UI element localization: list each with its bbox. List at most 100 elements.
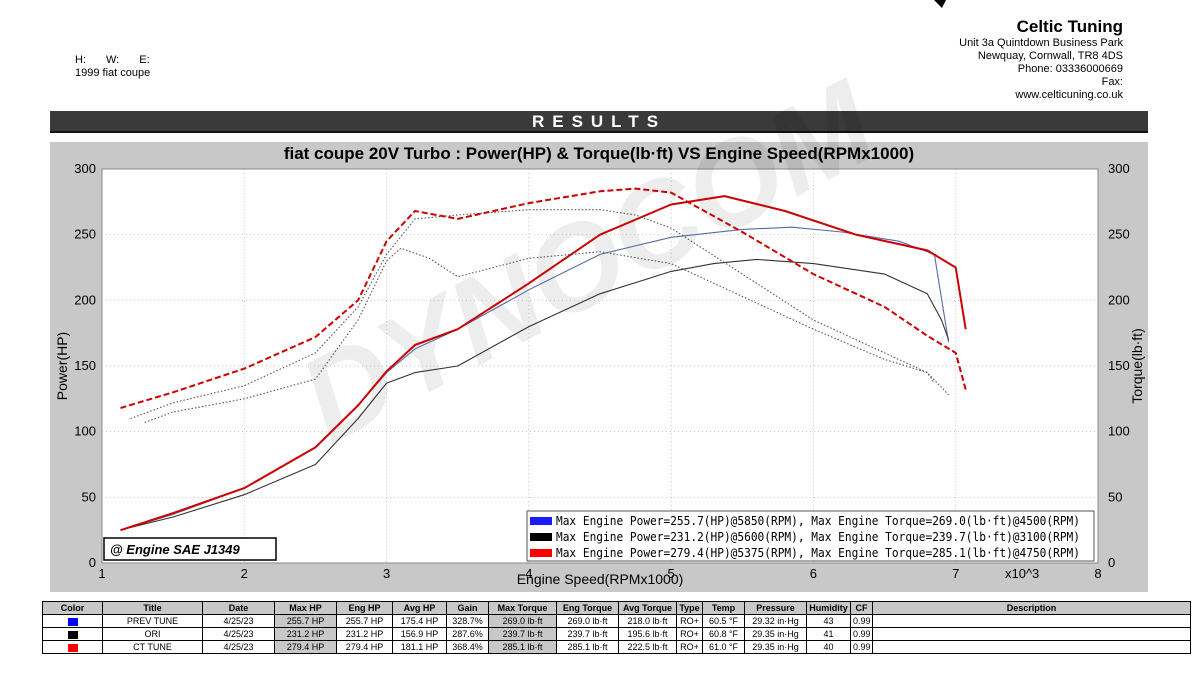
table-cell: 4/25/23: [202, 614, 275, 628]
phone-line: Phone: 03336000669: [1017, 63, 1123, 75]
column-header: Max HP: [274, 601, 337, 615]
color-swatch: [67, 630, 78, 639]
x-tick-label: 5: [668, 566, 675, 581]
y-tick-label-right: 0: [1108, 555, 1115, 570]
color-cell: [42, 627, 103, 641]
table-cell: [872, 640, 1191, 654]
fax-line: Fax:: [1101, 76, 1123, 88]
color-cell: [42, 640, 103, 654]
standard-label: @ Engine SAE J1349: [110, 542, 240, 557]
legend-swatch: [530, 533, 552, 541]
x-axis-title: Engine Speed(RPMx1000): [517, 571, 684, 587]
color-swatch: [67, 617, 78, 626]
y-tick-label-left: 300: [74, 161, 96, 176]
table-cell: 231.2 HP: [336, 627, 393, 641]
column-header: CF: [850, 601, 873, 615]
column-header: Date: [202, 601, 275, 615]
table-cell: 41: [806, 627, 851, 641]
table-cell: RO+: [676, 614, 703, 628]
column-header: Eng HP: [336, 601, 393, 615]
table-cell: 195.6 lb·ft: [618, 627, 677, 641]
legend-swatch: [530, 549, 552, 557]
column-header: Humidity: [806, 601, 851, 615]
x-tick-label: 6: [810, 566, 817, 581]
table-row[interactable]: PREV TUNE 4/25/23 255.7 HP 255.7 HP 175.4 HP…: [42, 614, 1191, 628]
y-axis-title-right: Torque(lb·ft): [1129, 328, 1145, 403]
table-cell: 285.1 lb·ft: [488, 640, 557, 654]
column-header: Max Torque: [488, 601, 557, 615]
x-tick-label: 7: [952, 566, 959, 581]
chart-title: fiat coupe 20V Turbo : Power(HP) & Torqu…: [283, 144, 915, 163]
h-label: H:: [75, 54, 86, 66]
table-cell: 255.7 HP: [274, 614, 337, 628]
column-header: Type: [676, 601, 703, 615]
website-link[interactable]: www.celticuning.co.uk: [1015, 89, 1123, 101]
column-header: Temp: [702, 601, 745, 615]
standard-label-box: [103, 537, 277, 561]
table-header-row: Color Title Date Max HP Eng HP Avg HP Gain Max …: [42, 601, 1191, 615]
table-cell: 0.99: [850, 614, 873, 628]
y-tick-label-right: 250: [1108, 227, 1130, 242]
company-block: Celtic Tuning Unit 3a Quintdown Business…: [863, 18, 1123, 102]
x-tick-label: 4: [525, 566, 532, 581]
table-cell: 328.7%: [446, 614, 489, 628]
results-table-wrap: Color Title Date Max HP Eng HP Avg HP Gain Max …: [42, 601, 1191, 654]
column-header: Eng Torque: [556, 601, 619, 615]
results-table: Color Title Date Max HP Eng HP Avg HP Gain Max …: [42, 601, 1191, 654]
legend-entry: Max Engine Power=231.2(HP)@5600(RPM), Ma…: [556, 530, 1080, 544]
table-cell: 175.4 HP: [392, 614, 447, 628]
y-tick-label-left: 100: [74, 424, 96, 439]
table-cell: 231.2 HP: [274, 627, 337, 641]
table-cell: 279.4 HP: [336, 640, 393, 654]
x-tick-label: 8: [1094, 566, 1101, 581]
color-swatch: [67, 643, 78, 652]
table-row[interactable]: ORI 4/25/23 231.2 HP 231.2 HP 156.9 HP 287.6%…: [42, 627, 1191, 641]
table-cell: 285.1 lb·ft: [556, 640, 619, 654]
series-line-ori-torque: [144, 247, 935, 424]
table-cell: 60.5 °F: [702, 614, 745, 628]
y-axis-title-left: Power(HP): [54, 332, 70, 400]
legend-entry: Max Engine Power=279.4(HP)@5375(RPM), Ma…: [556, 546, 1080, 560]
y-tick-label-left: 150: [74, 358, 96, 373]
vehicle-name: 1999 fiat coupe: [75, 67, 151, 79]
y-tick-label-right: 200: [1108, 292, 1130, 307]
table-cell: 368.4%: [446, 640, 489, 654]
column-header: Description: [872, 601, 1191, 615]
y-tick-label-left: 50: [82, 489, 96, 504]
series-line-ori-power: [130, 258, 950, 529]
table-cell: [872, 627, 1191, 641]
color-cell: [42, 614, 103, 628]
w-label: W:: [106, 54, 120, 66]
table-cell: 239.7 lb·ft: [488, 627, 557, 641]
legend-entry: Max Engine Power=255.7(HP)@5850(RPM), Ma…: [556, 514, 1080, 528]
table-cell: ORI: [102, 627, 203, 641]
table-cell: 279.4 HP: [274, 640, 337, 654]
table-cell: 29.32 in·Hg: [744, 614, 807, 628]
table-cell: 181.1 HP: [392, 640, 447, 654]
table-cell: CT TUNE: [102, 640, 203, 654]
y-tick-label-right: 50: [1108, 489, 1122, 504]
series-line-ct-tune-torque: [120, 187, 967, 409]
table-cell: PREV TUNE: [102, 614, 203, 628]
series-line-ct-tune-power: [120, 195, 967, 532]
x-multiplier-label: x10^3: [1005, 566, 1039, 581]
hwe-line: H: W: E:: [75, 54, 170, 67]
e-label: E:: [139, 54, 150, 66]
results-banner: RESULTS: [50, 111, 1148, 133]
address-line: Newquay, Cornwall, TR8 4DS: [977, 50, 1123, 62]
table-cell: 0.99: [850, 627, 873, 641]
column-header: Pressure: [744, 601, 807, 615]
y-tick-label-right: 100: [1108, 424, 1130, 439]
table-cell: 156.9 HP: [392, 627, 447, 641]
table-cell: 0.99: [850, 640, 873, 654]
y-tick-label-left: 250: [74, 227, 96, 242]
column-header: Gain: [446, 601, 489, 615]
logo-fragment: [934, 0, 946, 8]
table-row[interactable]: CT TUNE 4/25/23 279.4 HP 279.4 HP 181.1 HP 36…: [42, 640, 1191, 654]
table-cell: 269.0 lb·ft: [556, 614, 619, 628]
column-header: Avg Torque: [618, 601, 677, 615]
table-cell: 218.0 lb·ft: [618, 614, 677, 628]
vehicle-info: H: W: E: 1999 fiat coupe: [75, 54, 170, 80]
series-line-prev-tune-torque: [130, 209, 949, 420]
address-line: Unit 3a Quintdown Business Park: [959, 37, 1123, 49]
